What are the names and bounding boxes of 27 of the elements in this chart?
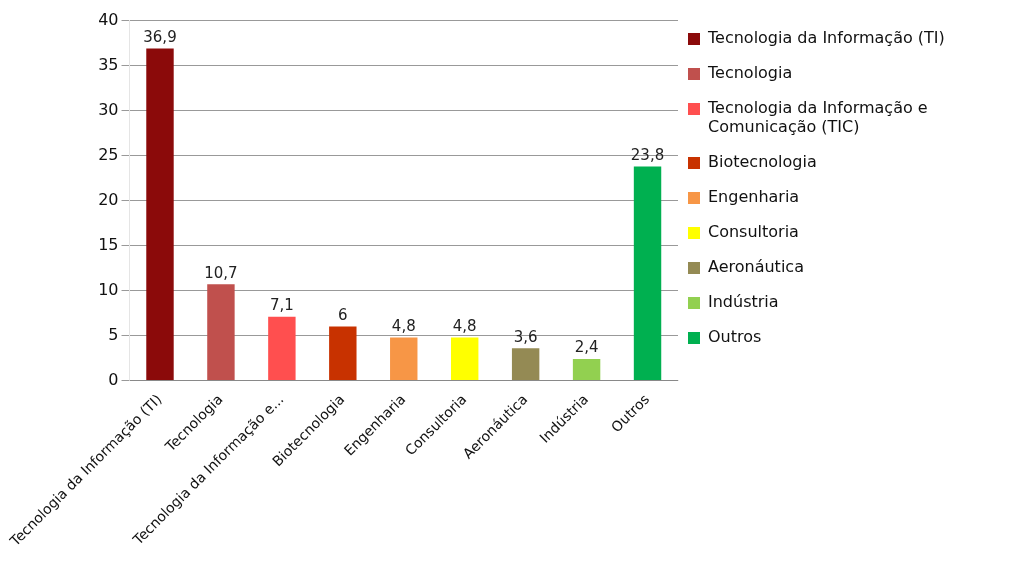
- y-tick-label: 40: [98, 9, 119, 29]
- y-tick-label: 10: [98, 279, 119, 299]
- legend-label: Tecnologia da Informação (TI): [708, 28, 945, 47]
- data-label: 3,6: [513, 327, 538, 346]
- y-tick-label: 15: [98, 234, 119, 254]
- y-tick-label: 0: [108, 369, 119, 389]
- legend-label: Aeronáutica: [708, 257, 804, 276]
- legend-label: Tecnologia da Informação e Comunicação (TIC): [708, 98, 929, 136]
- y-tick-label: 35: [98, 54, 119, 74]
- data-label: 2,4: [574, 338, 599, 357]
- data-label: 6: [338, 305, 348, 324]
- data-label: 36,9: [143, 27, 177, 46]
- y-tick-label: 5: [108, 324, 119, 344]
- y-tick-label: 20: [98, 189, 119, 209]
- data-label: 7,1: [269, 296, 294, 315]
- legend-label: Biotecnologia: [708, 152, 817, 171]
- legend-label: Outros: [708, 327, 762, 346]
- y-tick-label: 30: [98, 99, 119, 119]
- legend-label: Consultoria: [708, 222, 799, 241]
- y-tick-label: 25: [98, 144, 119, 164]
- data-label: 23,8: [630, 145, 665, 164]
- data-label: 4,8: [452, 316, 477, 335]
- data-label: 10,7: [204, 263, 238, 282]
- legend-label: Indústria: [708, 292, 779, 311]
- legend-label: Tecnologia: [708, 63, 793, 82]
- legend-label: Engenharia: [708, 187, 800, 206]
- data-label: 4,8: [391, 316, 416, 335]
